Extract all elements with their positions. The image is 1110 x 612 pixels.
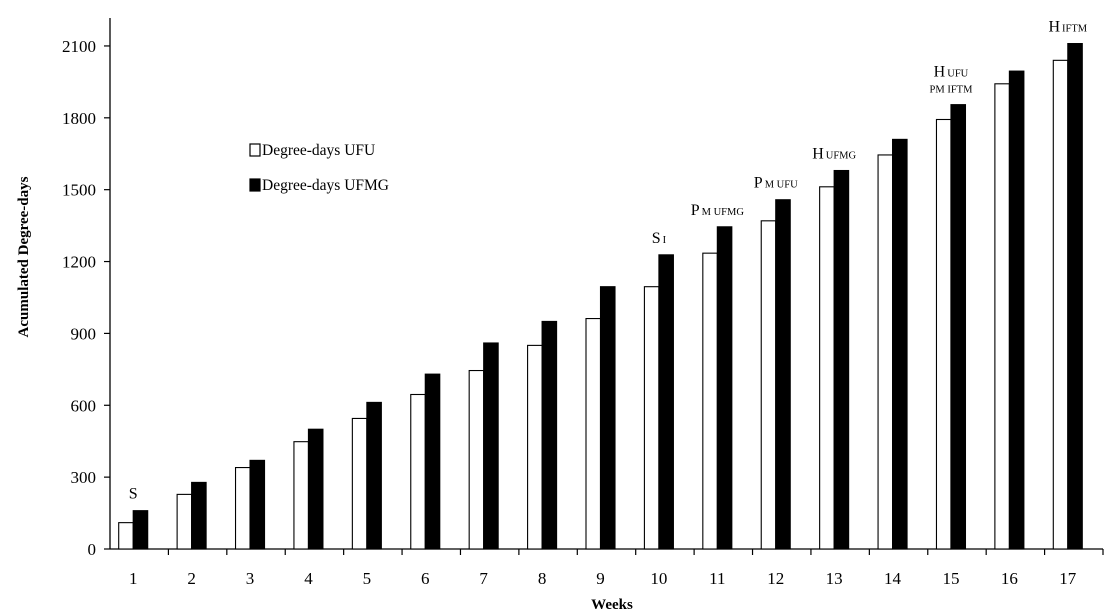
x-tick-label: 10 [650,569,667,588]
legend-swatch-ufmg [249,178,261,192]
bars [118,43,1083,550]
bar-ufmg-week-5 [366,401,382,550]
annotation-subscript: I [663,235,667,246]
x-tick-label: 7 [479,569,488,588]
x-tick-label: 4 [304,569,313,588]
bar-ufu-week-5 [351,417,368,550]
y-tick-label: 0 [88,540,97,559]
x-ticks: 1 2 3 4 5 6 7 8 9 10 11 12 13 14 15 16 17 [129,549,1104,588]
bar-ufu-week-12 [760,220,777,550]
bar-ufmg-week-14 [892,138,908,550]
y-tick-label: 1200 [62,253,96,272]
y-tick-label: 2100 [62,37,96,56]
annotation-main: P [691,202,700,219]
bar-ufu-week-16 [994,83,1010,550]
bar-ufu-week-14 [877,154,894,550]
annotation-main: H [812,146,824,163]
x-tick-label: 17 [1059,569,1077,588]
y-tick-label: 1800 [62,109,96,128]
y-axis-label: Acumulated Degree-days [16,176,32,337]
bar-ufu-week-1 [118,522,134,550]
bar-ufu-week-13 [819,186,835,550]
bar-ufmg-week-3 [249,459,266,550]
bar-ufu-week-9 [585,318,602,550]
annotation-subscript: UFU [947,69,968,80]
annotation-main: S [652,230,661,247]
annotation-label: H UFMG [812,146,856,163]
legend: Degree-days UFU Degree-days UFMG [249,142,389,194]
x-tick-label: 2 [187,569,196,588]
bar-ufmg-week-13 [833,169,850,550]
legend-swatch-ufu [249,143,261,157]
annotation-line2: PM IFTM [930,85,974,96]
annotation-main: H [934,64,946,81]
bar-ufu-week-15 [935,118,952,550]
annotation-main: S [129,486,138,503]
x-tick-label: 1 [129,569,138,588]
x-tick-label: 6 [421,569,430,588]
y-ticks: 0 300 600 900 1200 1500 1800 2100 [62,37,110,559]
bar-ufmg-week-15 [950,104,967,550]
annotation-main: H [1048,19,1060,36]
bar-ufmg-week-1 [132,510,149,550]
annotation-label: S [129,486,138,503]
bar-ufmg-week-2 [191,481,207,550]
bar-ufu-week-8 [527,344,543,550]
y-tick-label: 900 [71,324,97,343]
annotation-subscript: IFTM [1062,24,1088,35]
bar-ufmg-week-7 [483,342,499,550]
bar-ufu-week-11 [702,252,718,550]
bar-ufu-week-6 [410,393,426,550]
bar-ufmg-week-4 [307,428,324,550]
annotation-label: H UFU [934,64,969,81]
bar-ufmg-week-10 [658,254,674,550]
annotation-subscript: UFMG [826,151,857,162]
x-tick-label: 9 [596,569,605,588]
legend-label-ufu: Degree-days UFU [262,142,375,159]
bar-ufmg-week-16 [1008,70,1025,550]
bar-ufmg-week-11 [716,226,733,550]
bar-ufu-week-7 [468,369,485,550]
y-tick-label: 1500 [62,181,96,200]
bar-ufu-week-2 [176,493,193,550]
x-tick-label: 14 [884,569,902,588]
x-tick-label: 5 [363,569,372,588]
bar-ufmg-week-8 [541,320,558,550]
bar-ufu-week-3 [234,467,251,550]
x-tick-label: 12 [767,569,784,588]
bar-ufmg-week-17 [1067,43,1083,550]
bar-ufu-week-4 [293,441,309,550]
bar-ufu-week-10 [643,286,660,550]
x-tick-label: 13 [826,569,843,588]
y-tick-label: 300 [71,468,97,487]
y-tick-label: 600 [71,396,97,415]
x-tick-label: 11 [709,569,725,588]
x-tick-label: 15 [942,569,959,588]
x-axis-label: Weeks [591,597,633,612]
bar-ufmg-week-6 [424,373,441,550]
bar-ufmg-week-12 [775,199,791,550]
annotation-subscript: M UFU [765,180,798,191]
bar-ufu-week-17 [1052,59,1069,550]
bar-ufmg-week-9 [599,286,616,550]
annotation-main: P [754,175,763,192]
annotation-subscript: M UFMG [702,207,745,218]
x-tick-label: 16 [1001,569,1018,588]
x-tick-label: 8 [538,569,547,588]
x-tick-label: 3 [246,569,255,588]
legend-label-ufmg: Degree-days UFMG [262,177,389,194]
annotation-label: H IFTM [1048,19,1087,36]
